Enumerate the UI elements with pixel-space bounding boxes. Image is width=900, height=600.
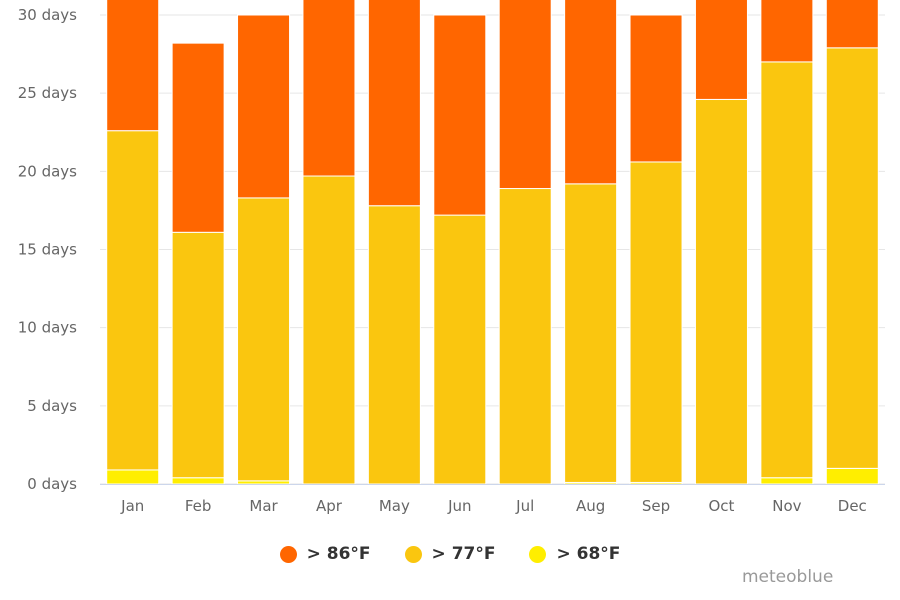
legend-item-68f[interactable]: > 68°F	[529, 544, 620, 564]
bar-segment[interactable]	[106, 0, 160, 132]
bar-segment[interactable]	[629, 14, 683, 163]
x-tick-label: Nov	[772, 497, 801, 515]
x-tick-label: May	[379, 497, 410, 515]
bar-segment[interactable]	[106, 469, 160, 485]
legend-item-86f[interactable]: > 86°F	[279, 544, 371, 564]
bar-segment[interactable]	[171, 231, 225, 479]
bars	[106, 0, 879, 485]
bar-segment[interactable]	[433, 214, 487, 485]
bar-segment[interactable]	[825, 47, 879, 469]
x-tick-label: Dec	[838, 497, 867, 515]
bar-segment[interactable]	[760, 61, 814, 479]
legend-item-77f[interactable]: > 77°F	[404, 544, 496, 564]
bar-segment[interactable]	[237, 197, 291, 482]
legend-swatch-86f	[279, 545, 297, 563]
bar-segment[interactable]	[694, 98, 748, 485]
x-tick-label: Sep	[642, 497, 670, 515]
bar-segment[interactable]	[302, 175, 356, 485]
y-tick-label: 30 days	[18, 6, 77, 24]
bar-segment[interactable]	[825, 0, 879, 49]
x-axis: Jan Feb Mar Apr May Jun Jul Aug Sep Oct Nov Dec	[100, 484, 885, 515]
bar-segment[interactable]	[564, 0, 618, 185]
bar-segment[interactable]	[367, 205, 421, 485]
bar-segment[interactable]	[106, 130, 160, 471]
bar-segment[interactable]	[694, 0, 748, 100]
x-tick-label: Jun	[447, 497, 471, 515]
y-tick-label: 15 days	[18, 241, 77, 259]
legend: > 86°F > 77°F > 68°F	[0, 540, 900, 568]
bar-segment[interactable]	[498, 188, 552, 485]
x-tick-label: Feb	[185, 497, 212, 515]
gridlines	[100, 14, 885, 485]
meteoblue-credit[interactable]: meteoblue	[742, 567, 834, 587]
x-tick-label: Aug	[576, 497, 605, 515]
legend-label-68f: > 68°F	[556, 544, 621, 564]
y-tick-label: 0 days	[27, 475, 77, 493]
y-axis: 0 days 5 days 10 days 15 days 20 days 25 days…	[18, 6, 77, 493]
bar-segment[interactable]	[629, 161, 683, 483]
x-tick-label: Apr	[316, 497, 343, 515]
bar-segment[interactable]	[367, 0, 421, 207]
bar-segment[interactable]	[302, 0, 356, 177]
y-tick-label: 5 days	[27, 397, 77, 415]
legend-label-77f: > 77°F	[431, 544, 496, 564]
legend-swatch-68f	[529, 545, 547, 563]
x-tick-label: Jul	[515, 497, 534, 515]
legend-label-86f: > 86°F	[306, 544, 371, 564]
bar-segment[interactable]	[171, 477, 225, 485]
bar-segment[interactable]	[498, 0, 552, 190]
bar-segment[interactable]	[564, 183, 618, 483]
y-tick-label: 20 days	[18, 162, 77, 180]
y-tick-label: 25 days	[18, 84, 77, 102]
bar-segment[interactable]	[760, 0, 814, 63]
x-tick-label: Mar	[249, 497, 278, 515]
bar-segment[interactable]	[825, 467, 879, 485]
bar-segment[interactable]	[760, 477, 814, 485]
x-tick-label: Jan	[120, 497, 144, 515]
bar-segment[interactable]	[237, 14, 291, 199]
y-tick-label: 10 days	[18, 319, 77, 337]
bar-segment[interactable]	[433, 14, 487, 216]
legend-swatch-77f	[404, 545, 422, 563]
bar-segment[interactable]	[171, 42, 225, 233]
x-tick-label: Oct	[708, 497, 734, 515]
